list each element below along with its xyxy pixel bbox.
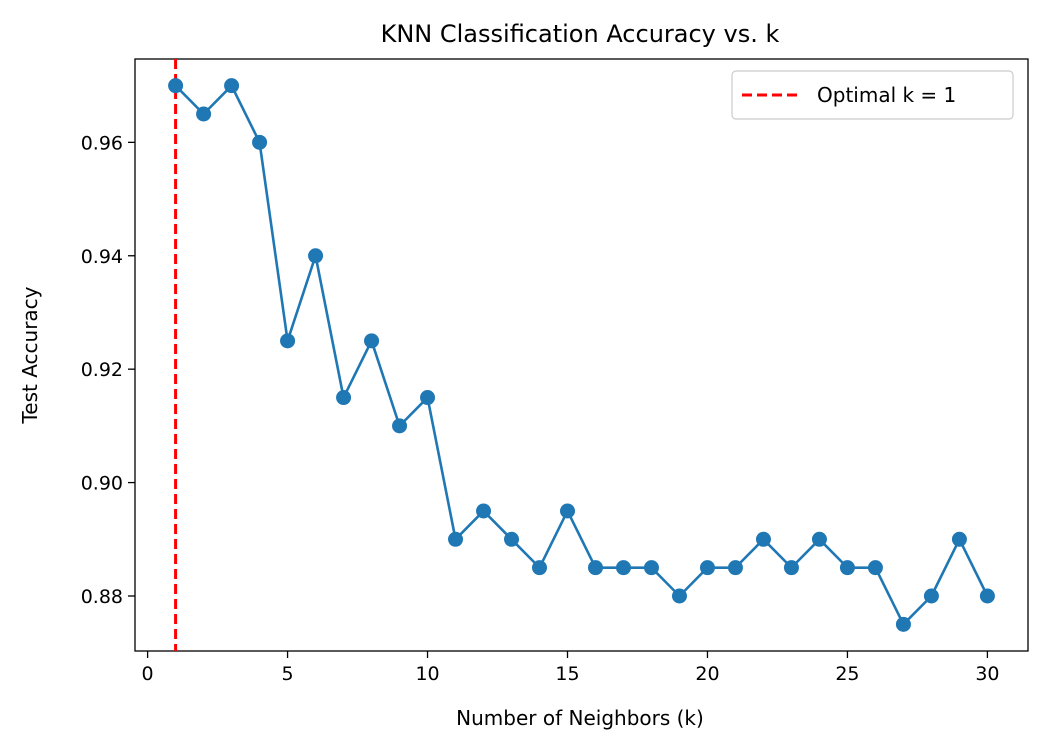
data-point-k1 — [168, 78, 184, 94]
data-point-k28 — [923, 588, 939, 604]
data-point-k19 — [671, 588, 687, 604]
data-point-k4 — [252, 134, 268, 150]
data-point-k24 — [811, 531, 827, 547]
data-point-k18 — [643, 560, 659, 576]
data-point-k2 — [196, 106, 212, 122]
x-axis-title: Number of Neighbors (k) — [456, 706, 704, 730]
data-point-k3 — [224, 78, 240, 94]
data-point-k20 — [699, 560, 715, 576]
x-tick-label: 0 — [142, 663, 154, 685]
legend-label-optimal-k: Optimal k = 1 — [817, 83, 956, 107]
y-tick-label: 0.88 — [81, 586, 123, 608]
data-point-k26 — [867, 560, 883, 576]
data-point-k8 — [364, 333, 380, 349]
data-point-k25 — [839, 560, 855, 576]
data-point-k9 — [392, 418, 408, 434]
data-point-k30 — [979, 588, 995, 604]
data-point-k27 — [895, 616, 911, 632]
x-tick-label: 30 — [975, 663, 999, 685]
x-tick-label: 10 — [415, 663, 439, 685]
data-point-k7 — [336, 390, 352, 406]
x-axis: 0 5 10 15 20 25 30 — [142, 651, 1000, 685]
data-point-k12 — [476, 503, 492, 519]
data-point-k11 — [448, 531, 464, 547]
data-point-k13 — [504, 531, 520, 547]
legend-box — [731, 70, 1014, 120]
accuracy-series-line — [174, 84, 989, 626]
data-point-k23 — [783, 560, 799, 576]
x-tick-label: 20 — [695, 663, 719, 685]
chart-title: KNN Classification Accuracy vs. k — [381, 20, 780, 48]
y-tick-label: 0.92 — [81, 359, 123, 381]
data-point-k5 — [280, 333, 296, 349]
data-point-k21 — [727, 560, 743, 576]
y-tick-label: 0.96 — [81, 132, 123, 154]
y-tick-label: 0.90 — [81, 473, 123, 495]
x-tick-label: 25 — [835, 663, 859, 685]
data-point-k14 — [532, 560, 548, 576]
data-point-k17 — [615, 560, 631, 576]
data-point-k15 — [560, 503, 576, 519]
x-tick-label: 15 — [555, 663, 579, 685]
data-point-k6 — [308, 248, 324, 264]
data-point-k22 — [755, 531, 771, 547]
x-tick-label: 5 — [282, 663, 294, 685]
plot-area-frame — [134, 58, 1029, 652]
data-point-k29 — [951, 531, 967, 547]
data-point-k16 — [587, 560, 603, 576]
y-tick-label: 0.94 — [81, 246, 123, 268]
y-axis-title: Test Accuracy — [18, 286, 42, 424]
y-axis: 0.88 0.90 0.92 0.94 0.96 — [81, 132, 135, 608]
data-point-k10 — [420, 390, 436, 406]
legend: Optimal k = 1 — [731, 70, 1014, 120]
